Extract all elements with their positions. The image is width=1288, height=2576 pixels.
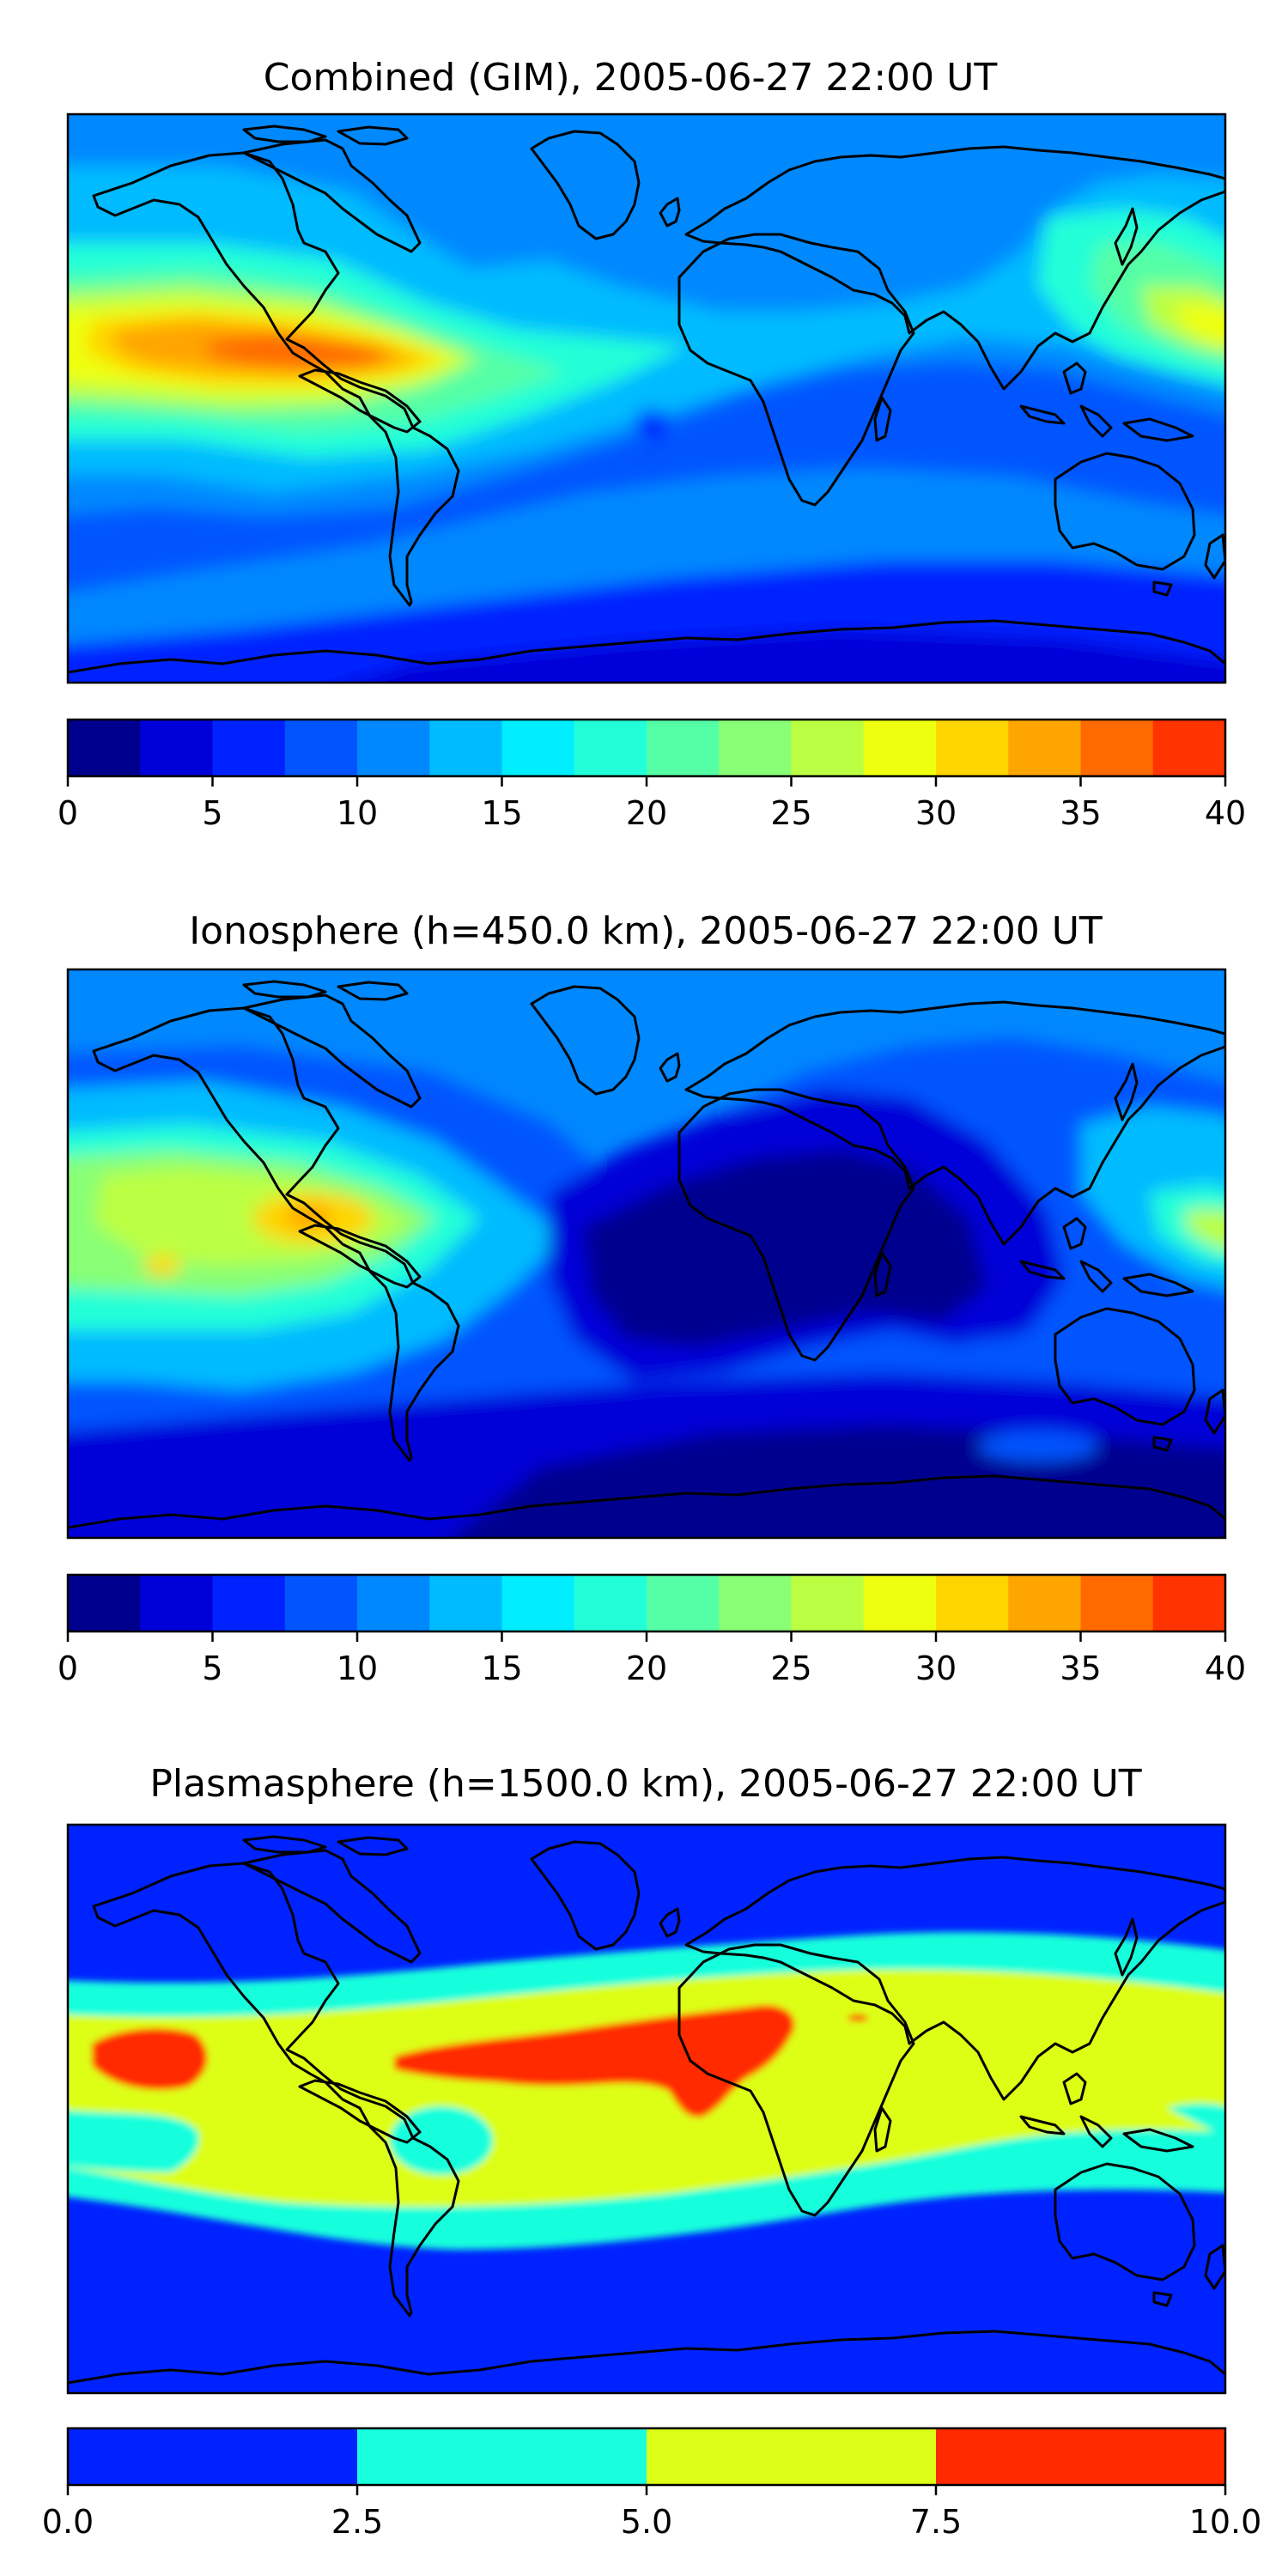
colorbar-segment: [357, 2428, 647, 2485]
colorbar-segment: [863, 720, 937, 776]
contour-field: [772, 174, 909, 243]
map-area: [66, 1823, 1227, 2395]
contour-field: [1167, 2103, 1225, 2137]
panel-title: Ionosphere (h=450.0 km), 2005-06-27 22:0…: [189, 909, 1103, 953]
colorbar-tick-label: 20: [626, 794, 667, 832]
colorbar-segment: [791, 720, 865, 776]
colorbar-segment: [574, 1575, 647, 1631]
colorbar-segment: [936, 1575, 1009, 1631]
colorbar-segment: [863, 1575, 937, 1631]
colorbar-tick-label: 30: [915, 794, 957, 832]
colorbar-segment: [1008, 1575, 1081, 1631]
colorbar-segment: [1080, 720, 1154, 776]
colorbar-segment: [1008, 720, 1081, 776]
colorbar-segment: [647, 2428, 937, 2485]
contour-field: [394, 2005, 795, 2117]
colorbar-segment: [284, 720, 358, 776]
contour-field: [68, 1969, 1225, 2208]
colorbar-segment: [791, 1575, 865, 1631]
colorbar-segment: [284, 1575, 358, 1631]
plasmasphere-panel: Plasmasphere (h=1500.0 km), 2005-06-27 2…: [42, 1762, 1262, 2541]
contour-field: [348, 629, 1225, 683]
colorbar-tick-label: 7.5: [910, 2503, 962, 2541]
colorbar-segment: [140, 720, 213, 776]
panel-title: Plasmasphere (h=1500.0 km), 2005-06-27 2…: [149, 1762, 1141, 1806]
colorbar-tick-label: 5.0: [621, 2503, 672, 2541]
colorbar-segment: [429, 1575, 502, 1631]
contour-field: [92, 2028, 208, 2090]
contour-field: [978, 1431, 1098, 1461]
colorbar-segment: [212, 1575, 286, 1631]
colorbar-segment: [501, 720, 575, 776]
colorbar-segment: [501, 1575, 575, 1631]
colorbar-tick-label: 5: [202, 794, 222, 832]
colorbar-tick-label: 35: [1060, 1649, 1101, 1687]
map-frame: [66, 1823, 1227, 2395]
colorbar: 0 5 10 15 20 25 30 35 40: [58, 1573, 1246, 1687]
contour-field: [848, 2014, 868, 2021]
colorbar: 0.0 2.5 5.0 7.5 10.0: [42, 2427, 1262, 2541]
contour-field: [390, 2106, 493, 2175]
colorbar-tick-label: 10.0: [1189, 2503, 1262, 2541]
colorbar-segment: [647, 720, 720, 776]
colorbar-tick-label: 20: [626, 1649, 667, 1687]
colorbar-segment: [719, 1575, 792, 1631]
colorbar-segment: [1152, 1575, 1226, 1631]
colorbar-segment: [212, 720, 286, 776]
contour-field: [205, 333, 394, 368]
colorbar-tick-label: 5: [202, 1649, 222, 1687]
colorbar-tick-label: 15: [481, 794, 522, 832]
colorbar-segment: [68, 1575, 141, 1631]
map-area: [66, 968, 1227, 1540]
contour-field: [635, 410, 669, 437]
colorbar-tick-label: 35: [1060, 794, 1101, 832]
colorbar: 0 5 10 15 20 25 30 35 40: [58, 718, 1246, 832]
map-frame: [66, 112, 1227, 684]
map-area: [66, 112, 1227, 684]
contour-field: [1184, 1210, 1225, 1249]
colorbar-tick-label: 40: [1205, 1649, 1246, 1687]
colorbar-segment: [140, 1575, 213, 1631]
ionosphere-panel: Ionosphere (h=450.0 km), 2005-06-27 22:0…: [58, 909, 1246, 1687]
colorbar-segment: [719, 720, 792, 776]
contour-field: [143, 1255, 181, 1276]
panel-title: Combined (GIM), 2005-06-27 22:00 UT: [264, 56, 998, 100]
colorbar-tick-label: 10: [337, 1649, 378, 1687]
colorbar-tick-label: 0: [58, 794, 78, 832]
colorbar-tick-label: 0: [58, 1649, 78, 1687]
colorbar-tick-label: 25: [770, 1649, 811, 1687]
colorbar-segment: [1080, 1575, 1154, 1631]
colorbar-segment: [936, 2428, 1226, 2485]
colorbar-tick-label: 25: [770, 794, 811, 832]
map-frame: [66, 968, 1227, 1540]
contour-field: [1176, 303, 1225, 345]
colorbar-tick-label: 30: [915, 1649, 957, 1687]
colorbar-segment: [429, 720, 502, 776]
colorbar-segment: [1152, 720, 1226, 776]
contour-field: [944, 1337, 1081, 1375]
colorbar-segment: [574, 720, 647, 776]
colorbar-segment: [68, 720, 141, 776]
colorbar-tick-label: 2.5: [331, 2503, 383, 2541]
combined-gim-panel: Combined (GIM), 2005-06-27 22:00 UT: [58, 56, 1246, 832]
colorbar-tick-label: 40: [1205, 794, 1246, 832]
colorbar-segment: [936, 720, 1009, 776]
colorbar-tick-label: 0.0: [42, 2503, 94, 2541]
contour-field: [68, 2110, 199, 2172]
colorbar-segment: [68, 2428, 358, 2485]
colorbar-segment: [647, 1575, 720, 1631]
contour-field: [583, 1150, 987, 1347]
colorbar-segment: [357, 1575, 430, 1631]
colorbar-tick-label: 15: [481, 1649, 522, 1687]
colorbar-tick-label: 10: [337, 794, 378, 832]
colorbar-segment: [357, 720, 430, 776]
